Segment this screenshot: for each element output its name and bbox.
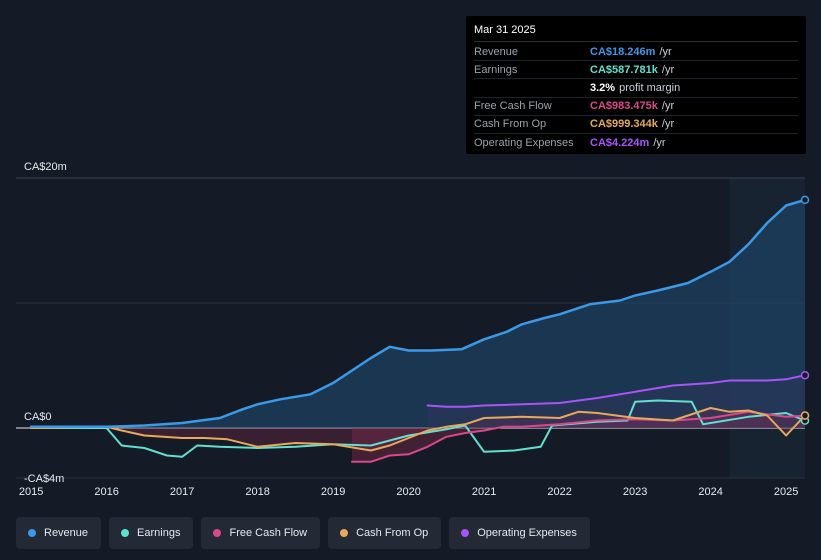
tooltip-row-unit: /yr xyxy=(659,45,672,58)
legend-label: Free Cash Flow xyxy=(229,527,308,539)
end-markers xyxy=(800,195,810,425)
legend-dot-icon xyxy=(340,529,349,537)
operating-expenses-end-marker xyxy=(800,370,810,380)
series-areas xyxy=(31,199,806,462)
operating-expenses-line xyxy=(426,374,806,408)
legend-dot-icon xyxy=(213,529,222,537)
tooltip-row-unit: /yr xyxy=(661,118,675,131)
tooltip-row-value: CA$999.344k xyxy=(590,118,658,131)
y-tick-label: CA$0 xyxy=(24,411,52,423)
legend-label: Revenue xyxy=(44,527,89,539)
tooltip-row-value: CA$983.475k xyxy=(590,100,658,113)
tooltip-row-value: CA$587.781k xyxy=(590,63,658,76)
tooltip-row: Operating Expenses CA$4.224m/yr xyxy=(474,134,798,151)
legend-label: Operating Expenses xyxy=(477,527,577,539)
y-tick-label: CA$20m xyxy=(24,161,67,173)
legend-label: Earnings xyxy=(137,527,181,539)
cash-from-op-line xyxy=(30,407,806,452)
chart-canvas: CA$20m CA$0 -CA$4m 2015 2016 2017 2018 2019 202… xyxy=(16,161,810,498)
tooltip-row-label: Cash From Op xyxy=(474,118,547,131)
tooltip-row: Free Cash Flow CA$983.475k/yr xyxy=(474,98,798,116)
operating-expenses-area xyxy=(427,375,805,428)
tooltip-rows: Revenue CA$18.246m/yr Earnings CA$587.781k /… xyxy=(474,43,798,151)
y-tick-label: -CA$4m xyxy=(24,473,64,485)
tooltip-row-value: 3.2% xyxy=(590,81,616,94)
revenue-end-marker xyxy=(800,195,810,205)
revenue-line xyxy=(29,198,807,429)
legend-item-cash-from-op[interactable]: Cash From Op xyxy=(328,517,442,549)
tooltip-row: Revenue CA$18.246m/yr xyxy=(474,43,798,62)
legend-item-operating-expenses[interactable]: Operating Expenses xyxy=(449,517,590,549)
legend-dot-icon xyxy=(28,529,36,537)
chart-legend: Revenue Earnings Free Cash Flow Cash From O… xyxy=(16,517,590,549)
x-tick-label: 2016 xyxy=(94,486,118,498)
tooltip-row-unit: /yr xyxy=(661,63,675,76)
x-tick-label: 2025 xyxy=(774,486,798,498)
x-axis-labels: 2015 2016 2017 2018 2019 2020 2021 2022 2023 2024… xyxy=(19,486,799,498)
legend-item-free-cash-flow[interactable]: Free Cash Flow xyxy=(201,517,321,549)
legend-label: Cash From Op xyxy=(356,527,429,539)
cash-from-op-end-marker xyxy=(800,411,810,420)
tooltip-row: Cash From Op CA$999.344k/yr xyxy=(474,116,798,134)
y-axis-labels: CA$20m CA$0 -CA$4m xyxy=(24,161,67,485)
data-tooltip: Mar 31 2025 Revenue CA$18.246m/yr Earnings… xyxy=(466,16,806,154)
x-tick-label: 2018 xyxy=(245,486,269,498)
x-tick-label: 2022 xyxy=(547,486,571,498)
legend-dot-icon xyxy=(461,529,470,537)
tooltip-row-label: Operating Expenses xyxy=(474,136,574,149)
free-cash-flow-area xyxy=(352,411,805,462)
legend-item-revenue[interactable]: Revenue xyxy=(16,517,102,549)
x-tick-label: 2019 xyxy=(321,486,345,498)
x-tick-label: 2021 xyxy=(472,486,496,498)
tooltip-row-label: Revenue xyxy=(474,45,519,58)
tooltip-row: Earnings CA$587.781k/yr xyxy=(474,61,798,80)
legend-item-earnings[interactable]: Earnings xyxy=(109,517,194,549)
x-tick-label: 2023 xyxy=(623,486,647,498)
tooltip-row: 3.2% profit margin xyxy=(474,79,798,98)
revenue-area xyxy=(31,199,806,428)
series-lines xyxy=(29,198,807,463)
legend-dot-icon xyxy=(121,529,130,537)
x-tick-label: 2017 xyxy=(170,486,194,498)
tooltip-row-value: CA$4.224m xyxy=(590,136,650,149)
tooltip-date: Mar 31 2025 xyxy=(474,24,798,42)
tooltip-row-unit: /yr xyxy=(661,100,675,113)
tooltip-row-label: Earnings xyxy=(474,63,518,76)
free-cash-flow-line xyxy=(351,410,806,463)
tooltip-row-unit: /yr xyxy=(653,136,666,149)
x-tick-label: 2020 xyxy=(396,486,420,498)
x-tick-label: 2015 xyxy=(19,486,43,498)
cash-from-op-area xyxy=(31,408,806,451)
tooltip-row-unit: profit margin xyxy=(619,81,681,94)
tooltip-row-label: Free Cash Flow xyxy=(474,100,552,113)
earnings-line xyxy=(30,399,806,458)
x-tick-label: 2024 xyxy=(698,486,722,498)
tooltip-row-value: CA$18.246m xyxy=(590,45,656,58)
